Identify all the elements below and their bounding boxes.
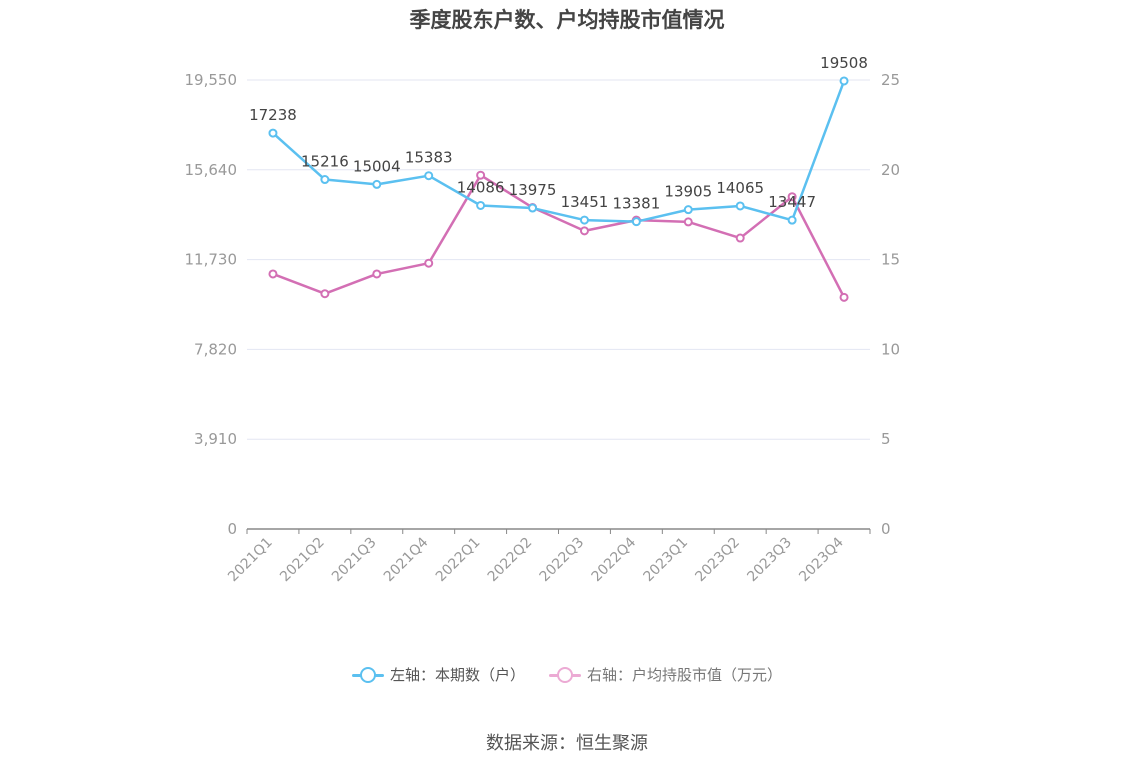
market-value-point [320, 289, 330, 299]
legend-item-households[interactable]: 左轴：本期数（户） [351, 664, 525, 685]
households-series-line [272, 80, 846, 223]
right-axis-tick-label: 15 [881, 251, 900, 269]
source-note: 数据来源：恒生聚源 [486, 733, 648, 754]
x-axis-tick-label: 2022Q3 [537, 535, 588, 586]
left-axis-tick-label: 11,730 [185, 251, 238, 269]
legend-circle-icon [557, 666, 573, 683]
right-axis-tick-label: 10 [881, 340, 900, 358]
households-data-label: 13905 [664, 183, 712, 201]
households-data-label: 14065 [716, 179, 764, 197]
market-value-point [579, 226, 589, 236]
x-axis-tick-label: 2023Q4 [796, 534, 847, 585]
left-axis-tick-label: 3,910 [194, 430, 237, 448]
left-axis-tick-label: 15,640 [185, 161, 238, 179]
households-point [735, 201, 745, 211]
market-value-point [787, 192, 797, 202]
households-point [424, 171, 434, 181]
market-value-point [372, 269, 382, 279]
households-point [320, 175, 330, 185]
households-point [579, 215, 589, 225]
right-axis-tick-label: 0 [881, 520, 891, 538]
x-axis-tick-label: 2022Q4 [589, 534, 640, 585]
households-point [787, 215, 797, 225]
grid-layer [247, 79, 870, 440]
legend-label-households: 左轴：本期数（户） [389, 666, 525, 684]
legend-circle-icon [359, 666, 376, 683]
households-data-label: 19508 [820, 54, 868, 72]
series-layer [268, 76, 849, 302]
households-point [839, 76, 849, 86]
x-axis-tick-label: 2023Q2 [692, 535, 743, 586]
x-axis-tick-label: 2023Q1 [641, 535, 692, 586]
x-axis-tick-label: 2023Q3 [744, 535, 795, 586]
households-data-label: 13447 [768, 193, 816, 211]
households-data-label: 17238 [249, 106, 297, 124]
right-axis-tick-label: 25 [881, 71, 900, 89]
market-value-point [683, 217, 693, 227]
market-value-point [268, 269, 278, 279]
households-data-label: 14086 [457, 178, 505, 196]
households-point [372, 179, 382, 189]
households-point [268, 128, 278, 138]
households-data-label: 15004 [353, 157, 401, 175]
legend-label-market-value: 右轴：户均持股市值（万元） [587, 666, 783, 684]
households-point [528, 203, 538, 213]
market-value-series-line [272, 173, 846, 298]
market-value-point [424, 258, 434, 268]
x-axis-tick-label: 2022Q1 [433, 535, 484, 586]
households-data-label: 13381 [613, 195, 661, 213]
market-value-point [839, 292, 849, 302]
right-axis-tick-label: 5 [881, 430, 891, 448]
x-axis-tick-label: 2022Q2 [485, 535, 536, 586]
households-point [683, 205, 693, 215]
x-axis-tick-label: 2021Q3 [329, 535, 380, 586]
chart-title: 季度股东户数、户均持股市值情况 [409, 8, 725, 32]
left-axis-tick-label: 7,820 [194, 340, 237, 358]
market-value-point [476, 170, 486, 180]
households-data-label: 15216 [301, 153, 349, 171]
legend: 左轴：本期数（户） 右轴：户均持股市值（万元） [0, 664, 1134, 685]
axis-layer: 0 3,910 7,820 11,730 15,640 19,550 0 5 10 15 20 25 2… [185, 71, 901, 585]
households-point [631, 217, 641, 227]
x-axis-tick-label: 2021Q2 [277, 535, 328, 586]
households-data-label: 15383 [405, 149, 453, 167]
legend-marker-icon [549, 666, 581, 683]
households-point [476, 200, 486, 210]
x-axis-tick-label: 2021Q4 [381, 534, 432, 585]
legend-item-market-value[interactable]: 右轴：户均持股市值（万元） [549, 664, 782, 685]
market-value-point [735, 233, 745, 243]
left-axis-tick-label: 0 [227, 520, 237, 538]
x-axis-tick-label: 2021Q1 [225, 535, 276, 586]
households-data-label: 13451 [561, 193, 609, 211]
right-axis-tick-label: 20 [881, 161, 900, 179]
households-data-label: 13975 [509, 181, 557, 199]
legend-marker-icon [351, 666, 384, 683]
left-axis-tick-label: 19,550 [185, 71, 238, 89]
